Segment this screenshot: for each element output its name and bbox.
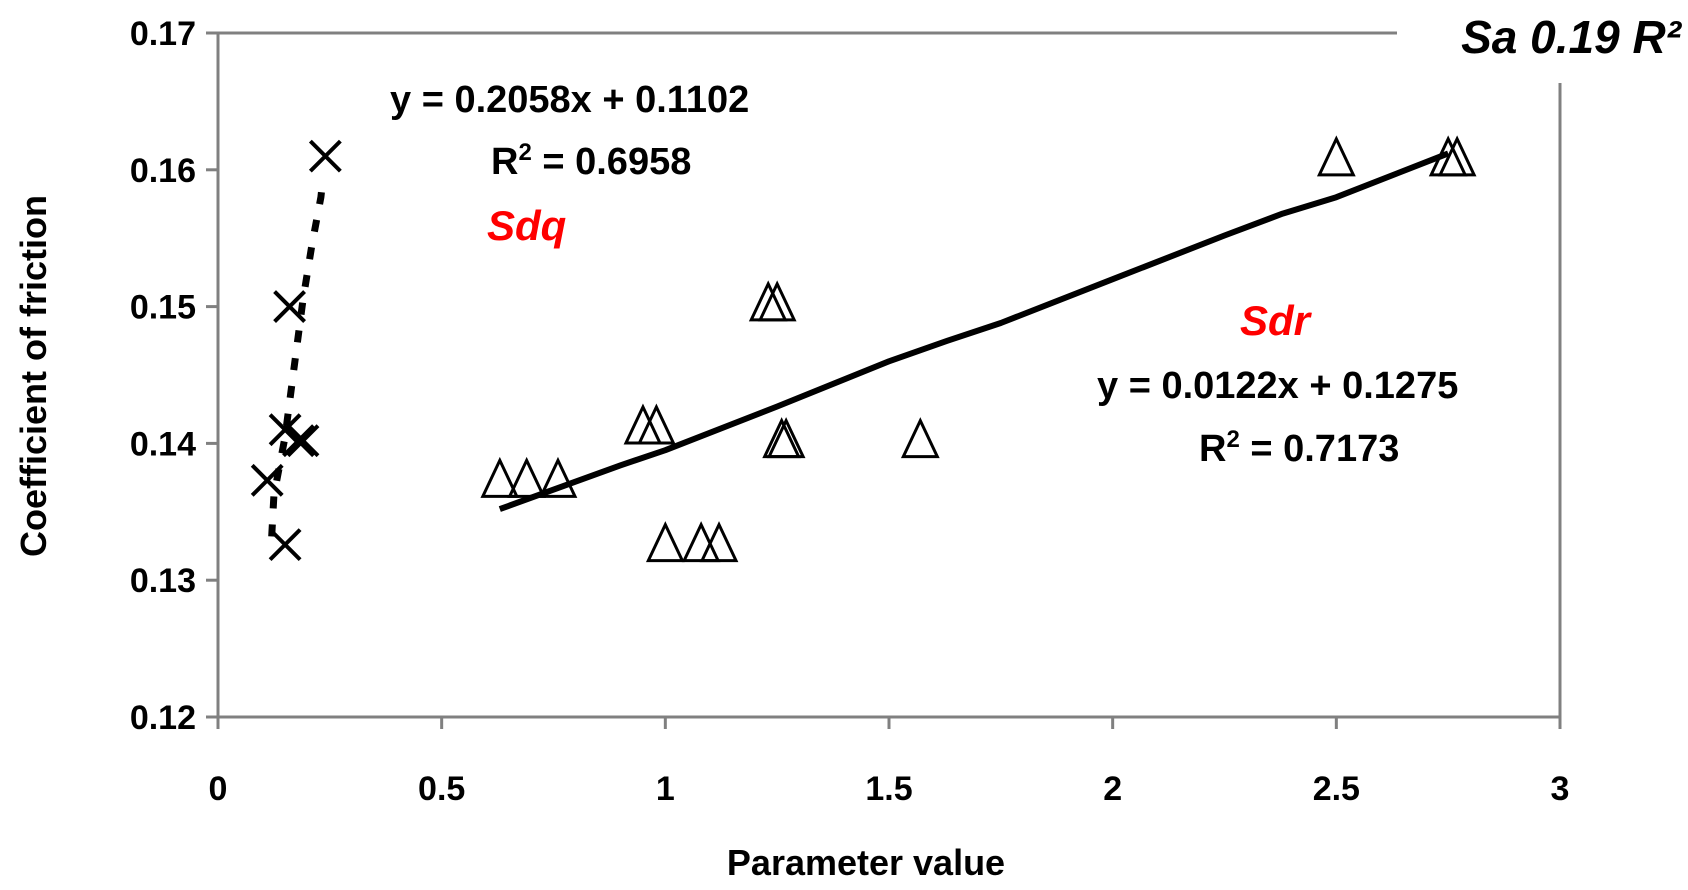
sdq-equation: y = 0.2058x + 0.1102 [390,79,749,121]
sdq-marker [308,139,342,173]
sdq-r-value: = 0.6958 [532,141,692,183]
sdr-marker [645,521,685,563]
sdr-r-squared: R2 = 0.7173 [1199,426,1399,470]
sdr-r-sup: 2 [1226,426,1239,453]
trendlines [268,150,1450,537]
sdr-marker [757,280,797,322]
x-axis-label: Parameter value [727,842,1005,883]
sdr-r-prefix: R [1199,428,1226,470]
sdq-r-squared: R2 = 0.6958 [491,139,691,183]
sdr-marker [900,417,940,459]
sdr-marker [1437,135,1477,177]
y-tick-label: 0.14 [130,425,196,463]
sdr-equation: y = 0.0122x + 0.1275 [1097,365,1458,407]
sdq-series-label: Sdq [487,202,566,249]
axes: 0.12 0.13 0.14 0.15 0.16 0.17 0 0.5 1 1.5 2 2.5 3 [130,15,1570,808]
sdq-marker [282,424,315,458]
sdq-marker [286,424,320,458]
sdq-marker [268,528,302,562]
y-tick-label: 0.13 [130,562,196,600]
sdr-marker [538,456,578,498]
x-tick-label: 2 [1103,770,1122,808]
sdq-r-sup: 2 [518,139,531,166]
sdr-trendline [498,150,1450,512]
x-tick-label: 2.5 [1313,770,1360,808]
x-tick-label: 3 [1551,770,1570,808]
sdr-marker [699,521,739,563]
sdr-marker [637,403,676,445]
x-tick-label: 1 [656,770,675,808]
y-tick-label: 0.12 [130,699,196,737]
sdq-r-prefix: R [491,141,518,183]
x-tick-label: 0 [209,770,228,808]
x-tick-label: 1.5 [865,770,912,808]
x-tick-label: 0.5 [418,770,465,808]
sdr-marker [507,456,547,498]
y-tick-label: 0.15 [130,289,196,327]
sdr-marker [766,417,806,459]
sdq-trendline [268,176,327,537]
y-tick-label: 0.16 [130,152,196,190]
sdr-series-label: Sdr [1240,297,1313,344]
sdr-r-value: = 0.7173 [1240,428,1400,470]
y-axis-label: Coefficient of friction [13,195,54,557]
corner-label: Sa 0.19 R² [1461,11,1683,63]
sdr-marker [681,521,721,563]
sdr-marker [480,456,520,498]
sdq-marker [250,463,284,497]
sdq-marker [273,290,306,324]
sdr-marker [1316,135,1356,177]
y-tick-label: 0.17 [130,15,196,53]
data-markers [250,135,1477,563]
plot-frame [218,31,1562,717]
